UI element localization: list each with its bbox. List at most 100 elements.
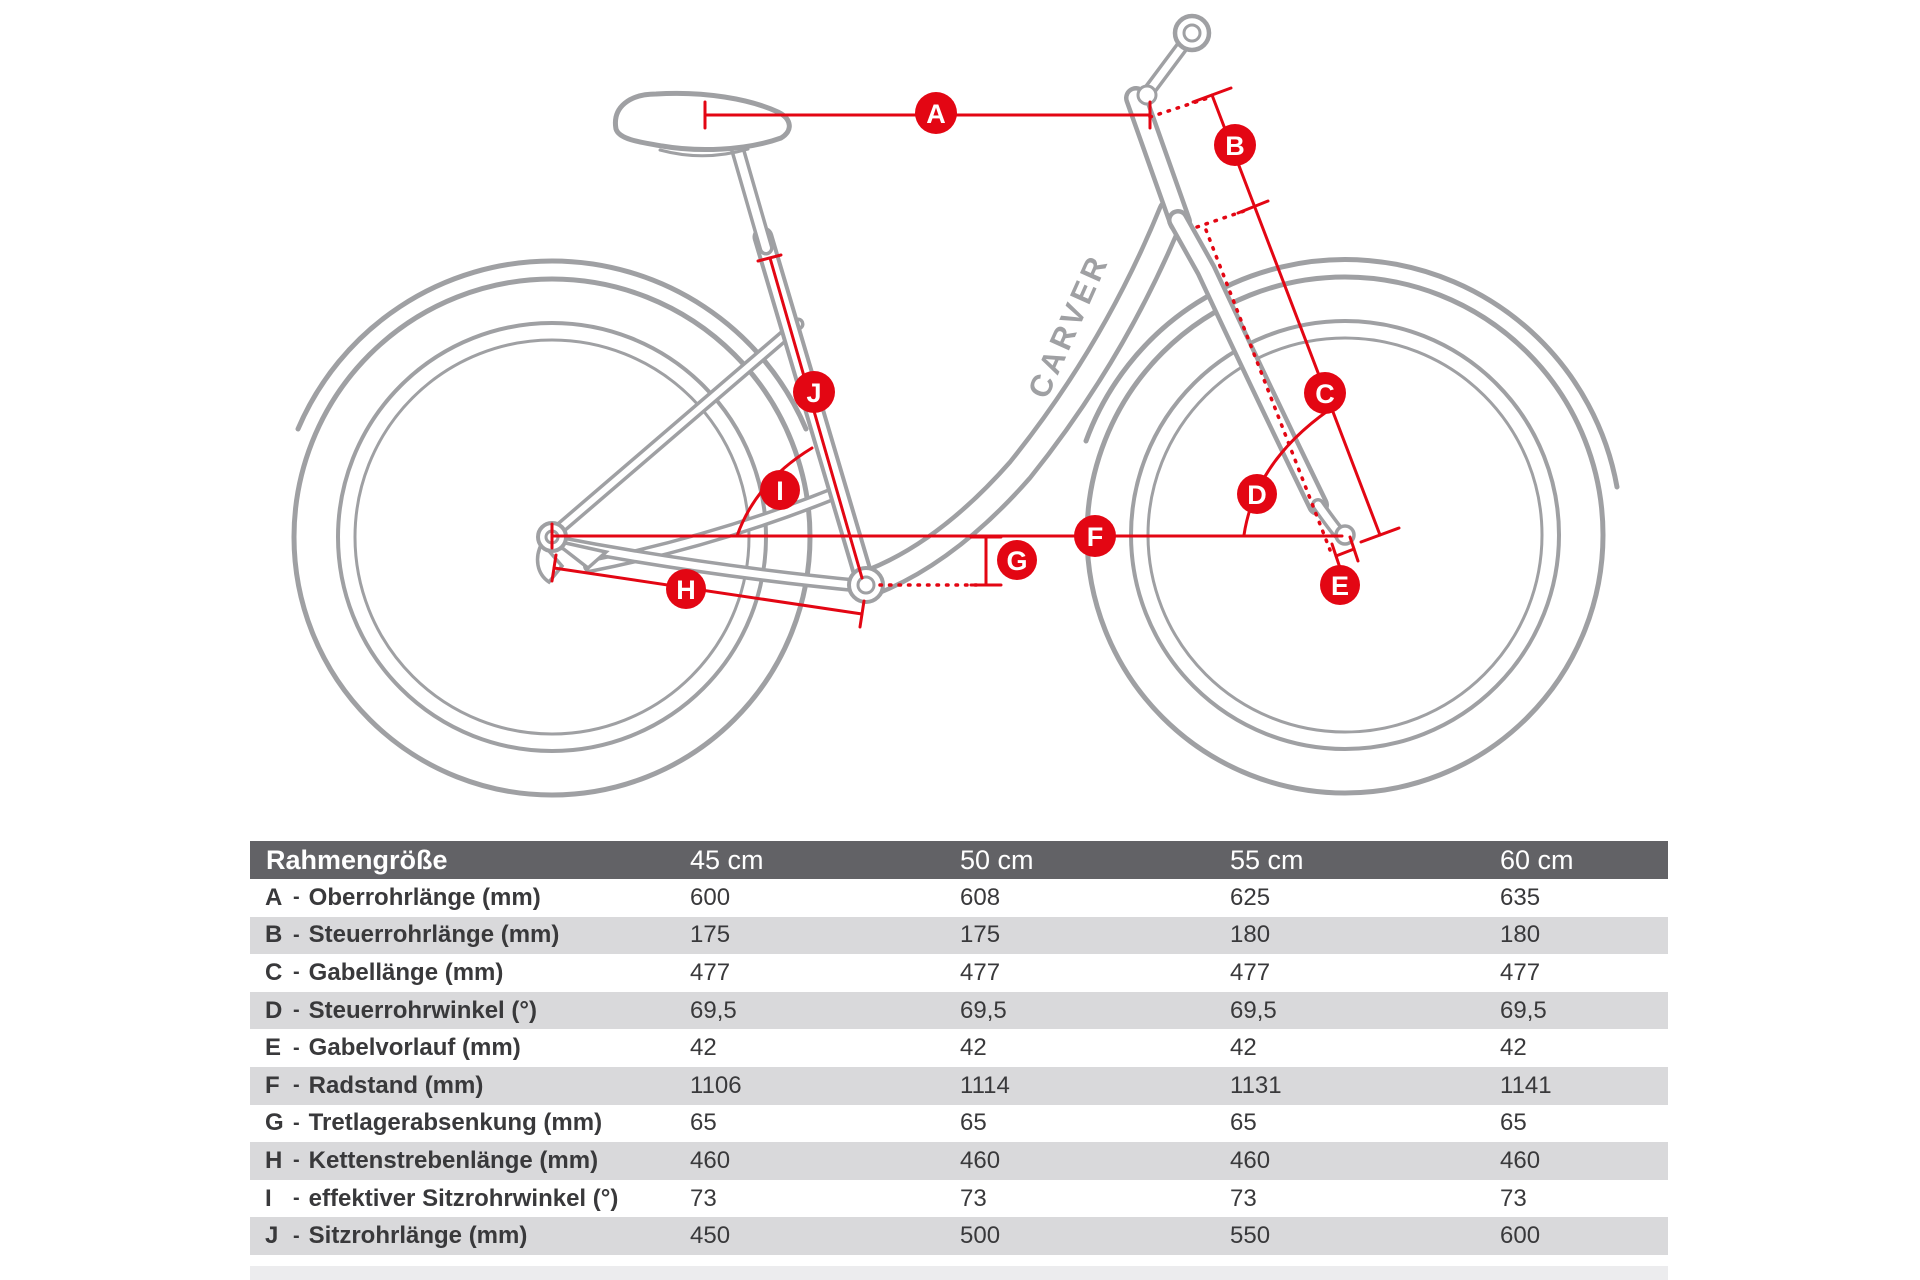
stem [1136, 13, 1212, 106]
row-label-cell: G - Tretlagerabsenkung (mm) [250, 1109, 690, 1137]
row-label: Gabelvorlauf (mm) [308, 1034, 521, 1062]
row-label-cell: I - effektiver Sitzrohrwinkel (°) [250, 1185, 690, 1213]
saddle [612, 90, 792, 152]
row-value: 608 [960, 883, 1001, 911]
row-separator: - [293, 1036, 300, 1059]
row-value: 600 [1500, 1222, 1541, 1250]
table-header-col-45: 45 cm [690, 844, 764, 875]
svg-text:J: J [806, 378, 821, 408]
row-separator: - [293, 961, 300, 984]
table-row: D - Steuerrohrwinkel (°) 69,5 69,5 69,5 69,5 [250, 991, 1668, 1030]
table-row: H - Kettenstrebenlänge (mm) 460 460 460 460 [250, 1142, 1668, 1180]
row-label-cell: C - Gabellänge (mm) [250, 959, 690, 987]
row-value: 477 [1500, 958, 1541, 986]
row-value: 73 [1230, 1184, 1257, 1212]
table-header: Rahmengröße 45 cm 50 cm 55 cm 60 cm [250, 841, 1668, 879]
geometry-table: Rahmengröße 45 cm 50 cm 55 cm 60 cm A - Ob… [250, 841, 1668, 1255]
row-label: Tretlagerabsenkung (mm) [308, 1109, 603, 1137]
table-header-col-55: 55 cm [1230, 844, 1304, 875]
measure-arc-d [1242, 408, 1331, 537]
row-value: 42 [690, 1034, 717, 1062]
table-row: E - Gabelvorlauf (mm) 42 42 42 42 [250, 1029, 1668, 1067]
row-value: 460 [1500, 1146, 1541, 1174]
svg-text:B: B [1225, 131, 1245, 161]
row-separator: - [293, 923, 300, 946]
row-label: Radstand (mm) [308, 1071, 484, 1099]
row-value: 73 [960, 1184, 987, 1212]
table-header-title: Rahmengröße [266, 844, 448, 875]
table-header-col-60: 60 cm [1500, 844, 1574, 875]
row-value: 42 [1500, 1034, 1527, 1062]
svg-text:D: D [1247, 480, 1267, 510]
table-row: A - Oberrohrlänge (mm) 600 608 625 635 [250, 879, 1668, 917]
row-label-cell: E - Gabelvorlauf (mm) [250, 1034, 690, 1062]
svg-text:G: G [1006, 546, 1027, 576]
row-key: F [265, 1071, 280, 1099]
row-key: J [265, 1222, 279, 1250]
row-separator: - [293, 1111, 300, 1134]
row-key: I [265, 1184, 272, 1212]
table-row: F - Radstand (mm) 1106 1114 1131 1141 [250, 1066, 1668, 1105]
row-value: 1114 [960, 1071, 1010, 1099]
row-value: 600 [690, 883, 731, 911]
front-fender [1083, 257, 1620, 490]
row-key: C [265, 958, 283, 986]
row-value: 69,5 [690, 996, 737, 1024]
row-label-cell: H - Kettenstrebenlänge (mm) [250, 1147, 690, 1175]
row-label: Oberrohrlänge (mm) [308, 883, 541, 911]
measure-line-j [768, 256, 864, 580]
row-separator: - [293, 999, 300, 1022]
label-bubble-h: H [666, 569, 706, 609]
row-label-cell: D - Steuerrohrwinkel (°) [250, 997, 690, 1025]
label-bubble-j: J [793, 371, 835, 413]
row-value: 175 [960, 921, 1001, 949]
row-key: A [265, 883, 283, 911]
table-row: G - Tretlagerabsenkung (mm) 65 65 65 65 [250, 1104, 1668, 1143]
table-row: B - Steuerrohrlänge (mm) 175 175 180 180 [250, 916, 1668, 955]
bike-geometry-diagram: CARVER [291, 13, 1620, 798]
row-value: 175 [690, 921, 731, 949]
row-label: Sitzrohrlänge (mm) [308, 1222, 528, 1250]
row-key: H [265, 1146, 283, 1174]
label-bubble-g: G [997, 540, 1037, 580]
bottom-divider [250, 1266, 1668, 1280]
row-label: Steuerrohrlänge (mm) [308, 921, 560, 949]
row-value: 65 [1230, 1109, 1257, 1137]
svg-text:C: C [1315, 379, 1335, 409]
row-value: 42 [960, 1034, 987, 1062]
row-value: 65 [960, 1109, 987, 1137]
row-value: 460 [690, 1146, 731, 1174]
row-key: G [265, 1109, 284, 1137]
label-bubble-a: A [915, 92, 957, 134]
svg-text:H: H [676, 575, 696, 605]
svg-text:E: E [1331, 571, 1349, 601]
fork-centerline-dotted [1204, 228, 1332, 552]
row-separator: - [293, 1149, 300, 1172]
row-value: 550 [1230, 1222, 1271, 1250]
row-separator: - [293, 1187, 300, 1210]
front-wheel [1083, 257, 1620, 796]
bottom-bracket [847, 566, 885, 604]
label-bubble-f: F [1074, 515, 1116, 557]
row-value: 65 [1500, 1109, 1527, 1137]
row-label: Kettenstrebenlänge (mm) [308, 1146, 599, 1174]
svg-text:I: I [776, 476, 784, 506]
table-row: I - effektiver Sitzrohrwinkel (°) 73 73 73 73 [250, 1179, 1668, 1218]
svg-text:A: A [926, 99, 946, 129]
table-body: A - Oberrohrlänge (mm) 600 608 625 635 B - Steuer… [250, 879, 1668, 1255]
label-bubble-d: D [1237, 474, 1277, 514]
row-value: 69,5 [1500, 996, 1547, 1024]
label-bubble-i: I [760, 470, 800, 510]
measure-line-e [1334, 547, 1356, 558]
row-value: 180 [1500, 921, 1541, 949]
measure-line-h [552, 566, 864, 616]
row-label: Steuerrohrwinkel (°) [308, 996, 537, 1024]
row-value: 477 [960, 958, 1001, 986]
handlebar-grip [1172, 13, 1212, 53]
label-bubble-e: E [1320, 565, 1360, 605]
row-value: 69,5 [1230, 996, 1277, 1024]
table-row: C - Gabellänge (mm) 477 477 477 477 [250, 954, 1668, 992]
table-header-col-50: 50 cm [960, 844, 1034, 875]
row-value: 500 [960, 1222, 1001, 1250]
